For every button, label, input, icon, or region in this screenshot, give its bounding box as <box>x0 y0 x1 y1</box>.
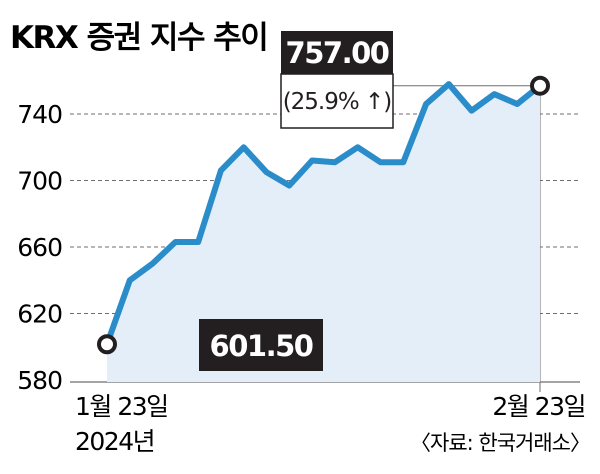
end-change-label: (25.9% ↑) <box>283 89 392 115</box>
y-tick-660: 660 <box>17 233 62 262</box>
data-point-16 <box>471 110 473 112</box>
y-tick-620: 620 <box>17 300 62 329</box>
data-point-2 <box>152 263 154 265</box>
data-point-8 <box>288 184 290 186</box>
y-tick-700: 700 <box>17 167 62 196</box>
data-point-6 <box>243 146 245 148</box>
x-label-start-year: 2024년 <box>75 427 154 456</box>
data-point-5 <box>220 170 222 172</box>
start-annotation: 601.50 <box>199 319 323 371</box>
series-line <box>104 81 543 348</box>
x-label-start-date: 1월 23일 <box>75 392 168 421</box>
x-label-end-date: 2월 23일 <box>492 392 585 421</box>
source-note: 〈자료: 한국거래소〉 <box>410 431 590 455</box>
start-marker <box>97 334 117 355</box>
y-tick-580: 580 <box>17 366 62 395</box>
start-value-box <box>199 319 323 371</box>
data-point-1 <box>129 279 131 281</box>
data-point-7 <box>266 171 268 173</box>
data-point-4 <box>197 241 199 243</box>
markers <box>97 75 550 355</box>
end-annotation: 757.00 (25.9% ↑) <box>280 31 394 129</box>
chart-title: KRX 증권 지수 추이 <box>10 20 267 56</box>
series-area <box>107 84 540 382</box>
end-value-label: 757.00 <box>286 36 389 70</box>
data-point-10 <box>334 161 336 163</box>
y-axis: 580 620 660 700 740 <box>17 100 63 395</box>
end-marker <box>530 75 550 96</box>
data-point-15 <box>448 83 450 85</box>
data-point-17 <box>493 93 495 95</box>
data-point-3 <box>174 241 176 243</box>
start-value-label: 601.50 <box>210 329 313 363</box>
y-tick-740: 740 <box>17 100 62 129</box>
data-point-9 <box>311 160 313 162</box>
data-point-13 <box>402 161 404 163</box>
data-point-11 <box>357 146 359 148</box>
data-point-14 <box>425 103 427 105</box>
data-point-12 <box>379 161 381 163</box>
end-change-box <box>280 73 394 129</box>
data-point-18 <box>516 103 518 105</box>
end-value-box <box>281 31 393 74</box>
